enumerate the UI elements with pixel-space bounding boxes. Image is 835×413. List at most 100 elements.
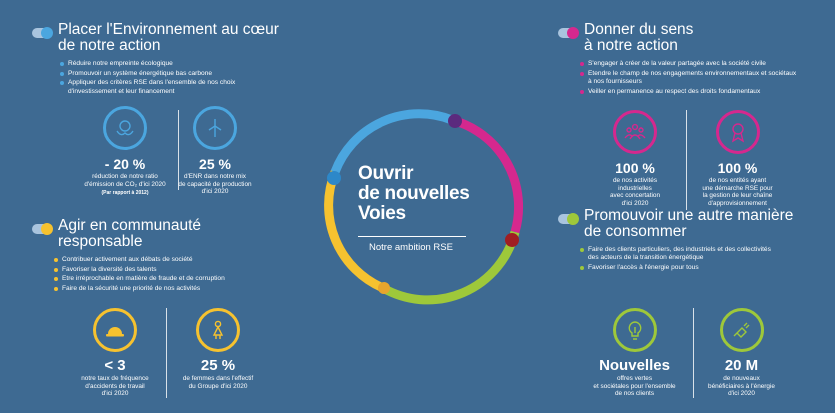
section-title-line-1: Agir en communauté (58, 217, 202, 234)
list-item: des acteurs de la transition énergétique (588, 254, 704, 262)
plug-leaf-icon (719, 308, 764, 352)
desc-line: d'ici 2020 (728, 390, 755, 398)
ring-segment-yellow (324, 170, 385, 293)
section-header: Placer l'Environnement au cœur de notre … (32, 22, 322, 54)
divider (166, 308, 167, 398)
desc-line: notre taux de fréquence (81, 375, 149, 382)
ring-dot-blue (327, 171, 341, 185)
section-title-line-2: responsable (58, 233, 143, 250)
desc-line: d'approvisionnement (708, 199, 767, 207)
section-title: Placer l'Environnement au cœur de notre … (58, 22, 279, 54)
center-title-line-1: Ouvrir (358, 163, 414, 184)
list-item: Promouvoir un système énergétique bas ca… (60, 70, 322, 78)
divider (686, 110, 687, 210)
desc-line: et sociétales pour l'ensemble (593, 382, 676, 390)
ring-dot-purple (448, 114, 462, 128)
stat-value: 100 % (717, 160, 758, 176)
list-item: d'investissement et leur financement (68, 87, 175, 95)
toggle-icon (558, 27, 579, 39)
toggle-icon (558, 213, 579, 225)
list-item: Favoriser la diversité des talents (54, 266, 322, 274)
bullet-list: S'engager à créer de la valeur partagée … (580, 60, 828, 96)
globe-hands-icon (103, 106, 147, 150)
bullet-list: Réduire notre empreinte écologique Promo… (60, 60, 322, 96)
desc-line: industrielles (618, 184, 652, 192)
stat-description: offres vertes et sociétales pour l'ensem… (582, 375, 687, 398)
list-item: Faire de la sécurité une priorité de nos… (54, 285, 322, 293)
wind-turbine-icon (193, 106, 237, 150)
desc-line: du Groupe d'ici 2020 (188, 382, 248, 390)
section-title-line-1: Placer l'Environnement au cœur (58, 21, 279, 38)
divider (693, 308, 694, 398)
stat-value: - 20 % (104, 156, 146, 172)
desc-line: de capacité de production (178, 180, 252, 188)
list-item: Contribuer activement aux débats de soci… (54, 256, 322, 264)
stat-description: de nouveaux bénéficiaires à l'énergie d'… (694, 375, 789, 398)
desc-line: réduction de notre ratio (92, 173, 158, 180)
section-title-line-1: Promouvoir une autre manière (584, 207, 794, 224)
section-title-line-2: de consommer (584, 223, 687, 240)
stat-enr: 25 % d'ENR dans notre mix de capacité de… (170, 106, 260, 196)
toggle-icon (32, 27, 53, 39)
section-title: Donner du sens à notre action (584, 22, 693, 54)
stat-accidents: < 3 notre taux de fréquence d'accidents … (70, 308, 160, 398)
section-header: Promouvoir une autre manière de consomme… (558, 208, 833, 240)
section-title-line-1: Donner du sens (584, 21, 694, 38)
center-title-line-3: Voies (358, 203, 406, 224)
desc-line: d'émission de CO₂ d'ici 2020 (84, 180, 166, 188)
desc-line: d'ici 2020 (101, 390, 129, 398)
desc-line: d'ENR dans notre mix (184, 173, 246, 180)
bullet-list: Contribuer activement aux débats de soci… (54, 256, 322, 293)
section-community: Agir en communauté responsable Contribue… (32, 218, 322, 295)
section-sens: Donner du sens à notre action S'engager … (558, 22, 828, 97)
section-header: Donner du sens à notre action (558, 22, 828, 54)
stat-industrial: 100 % de nos activités industrielles ave… (590, 110, 680, 207)
section-title-line-2: de notre action (58, 37, 161, 54)
list-item: S'engager à créer de la valeur partagée … (580, 60, 828, 68)
divider (178, 110, 179, 190)
ring-segment-blue (330, 109, 454, 174)
stat-value: 25 % (199, 156, 231, 172)
stat-note: (Par rapport à 2012) (101, 190, 149, 197)
list-item: Veiller en permanence au respect des dro… (580, 88, 828, 96)
stat-women: 25 % de femmes dans l'effectif du Groupe… (168, 308, 268, 390)
ring-dot-red (505, 233, 519, 247)
stat-description: notre taux de fréquence d'accidents de t… (70, 375, 160, 398)
desc-line: de nos activités (612, 177, 658, 184)
stat-entities: 100 % de nos entités ayant une démarche … (690, 110, 785, 207)
center-title: Ouvrir de nouvelles Voies (358, 164, 498, 224)
desc-line: offres vertes (616, 375, 653, 382)
desc-line: de nouveaux (723, 375, 760, 382)
desc-line: d'ici 2020 (201, 188, 229, 196)
stat-description: de nos entités ayant une démarche RSE po… (690, 177, 785, 207)
people-group-icon (613, 110, 657, 154)
desc-line: bénéficiaires à l'énergie (708, 382, 775, 390)
section-title: Agir en communauté responsable (58, 218, 201, 250)
stat-value: < 3 (104, 357, 126, 374)
section-consume: Promouvoir une autre manière de consomme… (558, 208, 833, 274)
list-item: Favoriser l'accès à l'énergie pour tous (580, 264, 833, 272)
stat-description: d'ENR dans notre mix de capacité de prod… (170, 173, 260, 196)
stat-co2: - 20 % réduction de notre ratio d'émissi… (80, 106, 170, 197)
hard-hat-icon (93, 308, 137, 352)
section-title-line-2: à notre action (584, 37, 678, 54)
desc-line: de nos clients (614, 390, 655, 398)
stat-value: 100 % (615, 160, 655, 176)
section-environment: Placer l'Environnement au cœur de notre … (32, 22, 322, 97)
woman-icon (196, 308, 240, 352)
center-subtitle: Notre ambition RSE (369, 242, 453, 253)
stat-description: de nos activités industrielles avec conc… (590, 177, 680, 207)
ambition-divider (358, 236, 466, 237)
ring-dot-orange (378, 282, 390, 294)
desc-line: de nos entités ayant (708, 177, 767, 184)
stat-value: Nouvelles (599, 357, 670, 374)
stat-value: 25 % (200, 357, 236, 374)
ring-segment-green (380, 230, 520, 305)
list-item: Etre irréprochable en matière de fraude … (54, 275, 322, 283)
stat-value: 20 M (724, 357, 759, 374)
center-title-line-2: de nouvelles (358, 183, 470, 204)
stat-beneficiaries: 20 M de nouveaux bénéficiaires à l'énerg… (694, 308, 789, 398)
stat-offers: Nouvelles offres vertes et sociétales po… (582, 308, 687, 398)
bulb-leaf-icon (612, 308, 657, 352)
